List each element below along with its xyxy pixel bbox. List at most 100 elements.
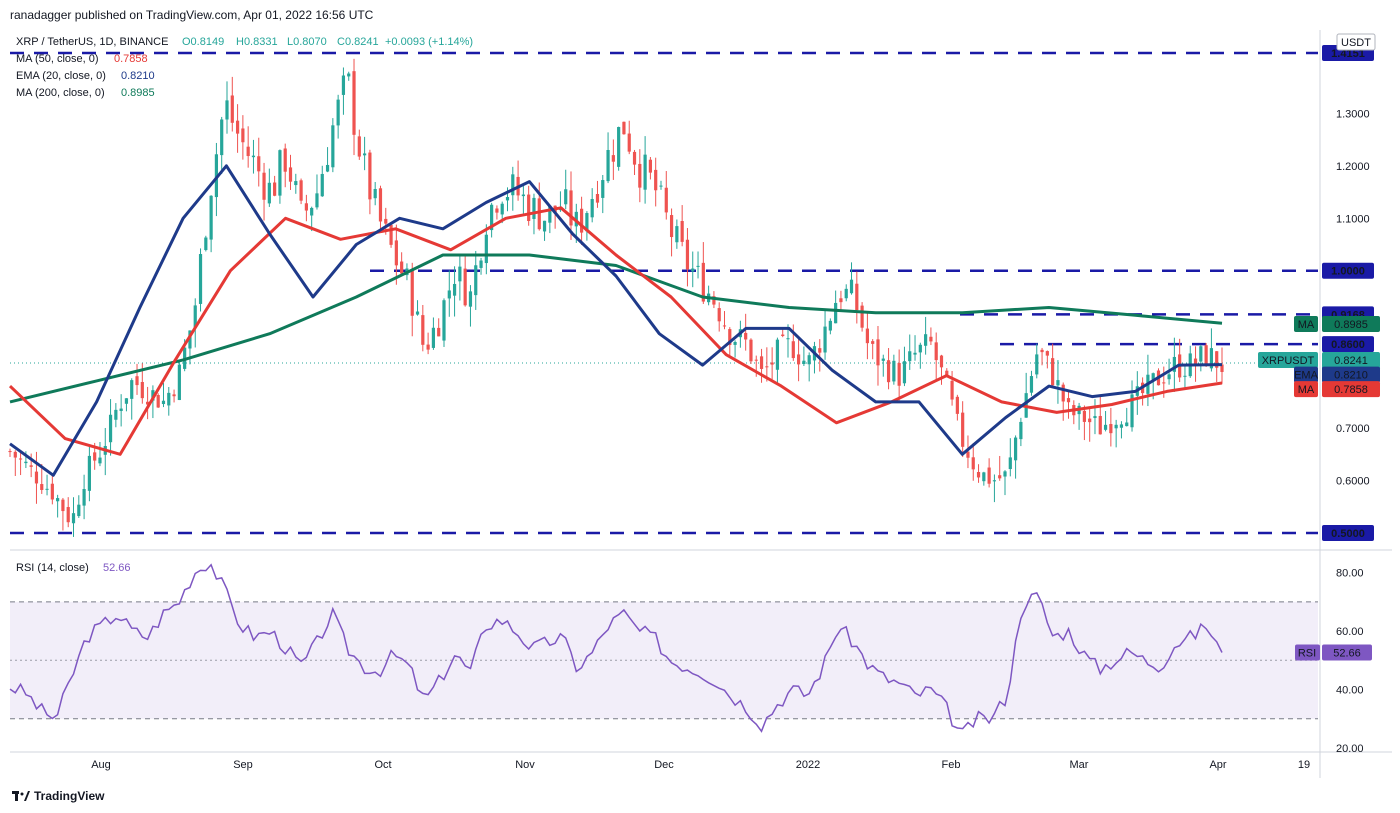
price-pane[interactable] bbox=[8, 51, 1318, 537]
candle-body bbox=[701, 262, 705, 302]
candle-body bbox=[971, 457, 975, 470]
candle-body bbox=[447, 290, 451, 299]
level-tag-label: 1.4151 bbox=[1331, 48, 1365, 60]
candle-body bbox=[786, 338, 790, 340]
candle-body bbox=[1199, 346, 1203, 362]
candle-body bbox=[886, 360, 891, 383]
rsi-pane[interactable] bbox=[9, 563, 1318, 733]
candle-body bbox=[124, 398, 129, 404]
tradingview-brand: TradingView bbox=[12, 789, 104, 803]
candle-body bbox=[368, 152, 372, 200]
candle-body bbox=[1035, 354, 1039, 375]
candle-body bbox=[823, 326, 827, 353]
candle-body bbox=[1082, 410, 1086, 422]
candle-body bbox=[1051, 358, 1055, 386]
candle-body bbox=[130, 380, 134, 399]
tradingview-logo-icon bbox=[12, 791, 30, 801]
candle-body bbox=[384, 218, 388, 224]
candle-body bbox=[998, 475, 1002, 479]
time-tick-label: Sep bbox=[233, 759, 253, 771]
candle-body bbox=[45, 488, 49, 490]
series-name-label: MA bbox=[1298, 319, 1315, 331]
candle-body bbox=[458, 266, 462, 282]
candle-body bbox=[288, 167, 293, 182]
price-tick-label: 0.6000 bbox=[1336, 476, 1370, 488]
candle-body bbox=[643, 154, 647, 190]
candle-body bbox=[267, 182, 271, 204]
candle-body bbox=[415, 311, 420, 315]
axes: 0.6000 0.7000 1.1000 1.2000 1.3000 1.4151 1.00… bbox=[91, 45, 1380, 771]
rsi-tick-label: 40.00 bbox=[1336, 685, 1364, 697]
legend-close: C0.8241 bbox=[337, 36, 379, 48]
time-tick-label: Nov bbox=[515, 759, 535, 771]
candle-body bbox=[357, 136, 361, 157]
candle-body bbox=[490, 204, 494, 231]
candle-body bbox=[262, 172, 266, 200]
rsi-tick-label: 60.00 bbox=[1336, 626, 1364, 638]
legend-ma50-value: 0.7858 bbox=[114, 53, 148, 65]
candle-body bbox=[1066, 398, 1071, 403]
time-tick-label: Feb bbox=[942, 759, 961, 771]
candle-body bbox=[1029, 376, 1034, 393]
candle-body bbox=[728, 329, 732, 346]
candle-body bbox=[744, 332, 748, 340]
candle-body bbox=[352, 71, 356, 135]
level-tag bbox=[1322, 262, 1374, 279]
series-value-tag bbox=[1322, 381, 1380, 398]
candle-body bbox=[1193, 358, 1198, 365]
candle-body bbox=[696, 265, 700, 267]
candle-body bbox=[479, 260, 483, 268]
candle-body bbox=[638, 163, 642, 188]
series-name-tag bbox=[1258, 351, 1318, 368]
candle-body bbox=[304, 203, 308, 211]
candle-body bbox=[347, 73, 351, 77]
price-tick-label: 1.1000 bbox=[1336, 213, 1370, 225]
candle-body bbox=[855, 283, 859, 311]
candle-body bbox=[87, 455, 91, 491]
candle-body bbox=[908, 351, 912, 362]
candle-body bbox=[1209, 348, 1214, 369]
candle-body bbox=[71, 513, 76, 524]
candle-body bbox=[468, 291, 473, 307]
candle-body bbox=[617, 127, 621, 167]
candle-body bbox=[722, 325, 727, 327]
level-tag bbox=[1322, 525, 1374, 541]
legend-open: O0.8149 bbox=[182, 36, 224, 48]
candle-body bbox=[172, 394, 176, 397]
candle-body bbox=[50, 483, 54, 500]
currency-box[interactable] bbox=[1336, 33, 1376, 51]
candle-body bbox=[759, 356, 764, 369]
candle-body bbox=[601, 180, 605, 198]
candle-body bbox=[452, 283, 457, 296]
candle-body bbox=[542, 220, 547, 232]
candle-body bbox=[924, 334, 928, 346]
series-name-tag bbox=[1294, 366, 1318, 383]
candle-body bbox=[654, 169, 658, 191]
candle-body bbox=[685, 239, 690, 270]
candle-body bbox=[363, 153, 367, 156]
candle-body bbox=[421, 315, 425, 345]
candle-body bbox=[881, 358, 885, 361]
ema20-line bbox=[9, 164, 1223, 477]
candle-body bbox=[987, 467, 991, 484]
candle-body bbox=[114, 409, 118, 420]
candle-body bbox=[934, 342, 938, 361]
candle-body bbox=[595, 194, 600, 203]
series-value-label: 0.8241 bbox=[1334, 355, 1368, 367]
candle-body bbox=[294, 181, 298, 186]
series-value-tag bbox=[1322, 366, 1380, 383]
candle-body bbox=[897, 362, 901, 386]
legend-rsi-value: 52.66 bbox=[103, 562, 131, 574]
candle-body bbox=[167, 392, 171, 406]
candle-body bbox=[918, 344, 922, 353]
candle-body bbox=[865, 328, 869, 344]
time-tick-label: Apr bbox=[1209, 759, 1226, 771]
ma50-line bbox=[8, 206, 1223, 456]
candle-body bbox=[389, 224, 393, 245]
rsi-tick-label: 20.00 bbox=[1336, 743, 1364, 755]
candle-body bbox=[765, 366, 769, 368]
legend-low: L0.8070 bbox=[287, 36, 327, 48]
candle-body bbox=[982, 472, 986, 482]
candle-body bbox=[796, 354, 801, 365]
